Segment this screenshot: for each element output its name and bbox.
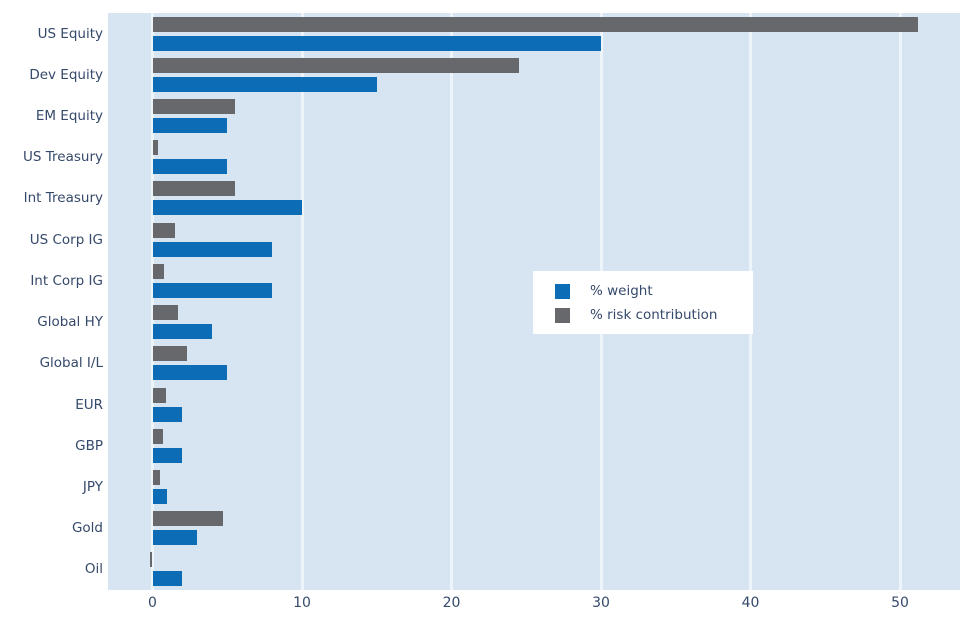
gridline: [300, 13, 304, 590]
legend-item-weight: % weight: [555, 283, 753, 299]
y-axis-label: EUR: [75, 396, 103, 413]
gridline: [450, 13, 453, 590]
x-tick-label: 20: [442, 595, 461, 611]
y-axis-label: JPY: [82, 478, 103, 495]
y-axis-label: EM Equity: [35, 108, 103, 125]
risk-bar: [152, 99, 235, 115]
risk-bar: [152, 140, 159, 156]
y-axis-label: US Corp IG: [29, 231, 103, 248]
risk-bar: [152, 511, 223, 527]
y-axis-label: Global I/L: [39, 355, 103, 372]
y-axis-label: Int Treasury: [23, 190, 103, 207]
weight-bar: [152, 76, 377, 92]
weight-bar: [152, 447, 183, 463]
y-axis-label: Int Corp IG: [30, 272, 103, 289]
gridline: [898, 13, 902, 590]
weight-bar: [152, 488, 168, 504]
y-axis-label: Gold: [71, 520, 103, 537]
weight-bar: [152, 200, 302, 216]
weight-bar: [152, 571, 183, 587]
y-axis-label: US Treasury: [23, 149, 103, 166]
risk-bar: [152, 346, 187, 362]
weight-bar: [152, 282, 273, 298]
weight-bar: [152, 530, 198, 546]
risk-bar: [152, 16, 918, 32]
weight-bar: [152, 365, 228, 381]
weight-bar: [152, 406, 183, 422]
plot-area: [108, 13, 960, 590]
y-axis-label: Dev Equity: [29, 66, 103, 83]
risk-bar: [149, 552, 153, 568]
risk-bar: [152, 469, 160, 485]
risk-bar: [152, 181, 235, 197]
weight-bar: [152, 324, 213, 340]
x-tick-label: 0: [148, 595, 157, 611]
legend: % weight % risk contribution: [533, 271, 753, 334]
weight-bar: [152, 35, 601, 51]
x-tick-label: 10: [293, 595, 311, 611]
risk-bar: [152, 222, 175, 238]
weight-bar: [152, 159, 228, 175]
weight-bar: [152, 241, 273, 257]
x-tick-label: 50: [891, 595, 909, 611]
risk-bar: [152, 57, 519, 73]
legend-item-risk: % risk contribution: [555, 307, 753, 323]
x-tick-label: 40: [741, 595, 760, 611]
risk-bar: [152, 428, 163, 444]
risk-bar: [152, 387, 166, 403]
y-axis-label: US Equity: [37, 25, 103, 42]
risk-swatch-icon: [555, 307, 570, 323]
gridline: [151, 13, 154, 590]
weight-bar: [152, 118, 228, 134]
legend-label-weight: % weight: [590, 283, 653, 299]
y-axis-label: GBP: [75, 437, 103, 454]
y-axis-label: Global HY: [37, 314, 103, 331]
weight-swatch-icon: [555, 283, 570, 299]
y-axis-label: Oil: [84, 561, 103, 578]
risk-bar: [152, 305, 178, 321]
legend-label-risk: % risk contribution: [590, 307, 718, 323]
x-tick-label: 30: [592, 595, 610, 611]
risk-bar: [152, 263, 165, 279]
